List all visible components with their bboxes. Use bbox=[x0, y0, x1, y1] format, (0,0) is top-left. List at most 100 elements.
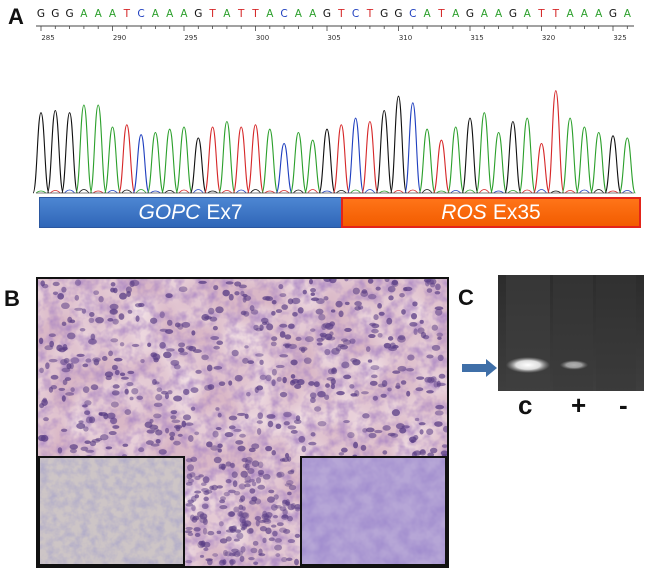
lane-label-c: c bbox=[518, 390, 533, 420]
base-call: A bbox=[80, 8, 88, 20]
base-call: G bbox=[466, 8, 474, 20]
trace-peak bbox=[318, 128, 336, 194]
base-call: T bbox=[251, 8, 259, 20]
band-arrow-icon bbox=[462, 359, 497, 377]
trace-peak bbox=[547, 90, 565, 194]
trace-peak bbox=[175, 126, 193, 194]
base-call: G bbox=[37, 8, 45, 20]
base-call: T bbox=[208, 8, 216, 20]
trace-peak bbox=[75, 104, 93, 194]
base-call: A bbox=[152, 8, 160, 20]
base-call: C bbox=[409, 8, 416, 20]
base-call: A bbox=[424, 8, 432, 20]
trace-peak bbox=[590, 131, 608, 194]
trace-peak bbox=[332, 124, 350, 194]
position-label: 320 bbox=[542, 34, 555, 42]
trace-peak bbox=[304, 139, 322, 194]
trace-peak bbox=[475, 112, 493, 194]
trace-peak bbox=[218, 120, 236, 194]
trace-peak bbox=[432, 139, 450, 194]
base-call: G bbox=[609, 8, 617, 20]
panel-label-a: A bbox=[8, 4, 24, 29]
position-tick-labels: 285 290 295 300 305 310 315 320 325 bbox=[41, 34, 626, 42]
panel-label-b: B bbox=[4, 286, 20, 311]
base-call: A bbox=[524, 8, 532, 20]
trace-peak bbox=[146, 131, 164, 194]
trace-peak bbox=[89, 104, 107, 194]
position-label: 295 bbox=[184, 34, 197, 42]
base-call: G bbox=[509, 8, 517, 20]
trace-peak bbox=[275, 142, 293, 194]
base-call: T bbox=[337, 8, 345, 20]
base-call: T bbox=[552, 8, 560, 20]
base-call: A bbox=[495, 8, 503, 20]
base-call: A bbox=[309, 8, 317, 20]
trace-peak bbox=[561, 117, 579, 194]
position-label: 285 bbox=[41, 34, 54, 42]
gopc-gene-label: GOPC bbox=[138, 200, 201, 224]
trace-peak bbox=[461, 117, 479, 194]
base-call: A bbox=[295, 8, 303, 20]
trace-peak bbox=[103, 126, 122, 194]
base-call: A bbox=[581, 8, 589, 20]
panel-label-c: C bbox=[458, 285, 474, 310]
base-call: A bbox=[95, 8, 103, 20]
base-call: G bbox=[380, 8, 388, 20]
pcr-gel-image bbox=[498, 275, 644, 391]
base-call: A bbox=[266, 8, 274, 20]
trace-peak bbox=[532, 142, 551, 194]
ros-exon-label: Ex35 bbox=[492, 200, 541, 224]
trace-peak bbox=[232, 126, 250, 194]
base-call: A bbox=[481, 8, 489, 20]
trace-peak bbox=[447, 126, 465, 194]
base-call: G bbox=[66, 8, 74, 20]
trace-peak bbox=[132, 134, 150, 194]
position-label: 290 bbox=[113, 34, 126, 42]
ros-gene-label: ROS bbox=[441, 200, 487, 224]
base-call: A bbox=[595, 8, 603, 20]
base-call: A bbox=[166, 8, 174, 20]
trace-peak bbox=[518, 117, 536, 194]
base-call: G bbox=[394, 8, 402, 20]
trace-peak bbox=[618, 137, 636, 194]
exon-bar-gopc: GOPC Ex7 bbox=[39, 197, 342, 228]
base-call: T bbox=[537, 8, 545, 20]
trace-peak bbox=[61, 112, 79, 194]
trace-peak bbox=[246, 124, 265, 194]
chromatogram-traces bbox=[32, 90, 636, 194]
position-label: 300 bbox=[256, 34, 269, 42]
trace-peak bbox=[375, 109, 393, 194]
position-label: 305 bbox=[327, 34, 340, 42]
base-call: C bbox=[352, 8, 359, 20]
base-call: G bbox=[323, 8, 331, 20]
trace-peak bbox=[404, 102, 422, 194]
inset-high-power bbox=[300, 456, 447, 566]
gel-band bbox=[559, 360, 589, 370]
trace-peak bbox=[204, 126, 222, 194]
inset-low-power bbox=[38, 456, 185, 566]
histology-image bbox=[36, 277, 449, 568]
base-call: A bbox=[567, 8, 575, 20]
base-call: T bbox=[123, 8, 131, 20]
base-call: A bbox=[109, 8, 117, 20]
trace-peak bbox=[189, 137, 207, 194]
trace-peak bbox=[161, 128, 179, 194]
base-call: A bbox=[624, 8, 632, 20]
base-call: G bbox=[51, 8, 59, 20]
trace-peak bbox=[261, 128, 279, 194]
gopc-exon-label: Ex7 bbox=[206, 200, 243, 224]
position-label: 325 bbox=[613, 34, 626, 42]
trace-peak bbox=[361, 120, 379, 194]
base-call: T bbox=[366, 8, 374, 20]
lane-label-plus: + bbox=[571, 390, 587, 420]
trace-peak bbox=[32, 112, 50, 194]
base-call: A bbox=[223, 8, 231, 20]
trace-peak bbox=[490, 131, 508, 194]
trace-peak bbox=[604, 135, 622, 194]
base-call: T bbox=[437, 8, 445, 20]
trace-peak bbox=[46, 109, 64, 194]
base-call: A bbox=[180, 8, 188, 20]
lane-label-minus: - bbox=[619, 390, 628, 420]
